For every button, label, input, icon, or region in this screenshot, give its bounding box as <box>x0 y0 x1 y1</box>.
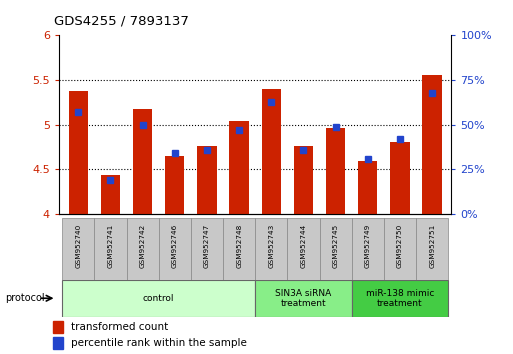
Text: GSM952750: GSM952750 <box>397 223 403 268</box>
Bar <box>94 218 127 280</box>
Bar <box>62 280 255 317</box>
Bar <box>53 337 63 349</box>
Text: protocol: protocol <box>5 293 45 303</box>
Bar <box>384 218 416 280</box>
Bar <box>320 218 352 280</box>
Text: GSM952748: GSM952748 <box>236 223 242 268</box>
Bar <box>255 218 287 280</box>
Bar <box>255 280 352 317</box>
Bar <box>165 156 185 214</box>
Bar <box>53 321 63 333</box>
Bar <box>287 218 320 280</box>
Bar <box>358 161 378 214</box>
Text: GSM952751: GSM952751 <box>429 223 435 268</box>
Text: GSM952741: GSM952741 <box>107 223 113 268</box>
Text: GSM952745: GSM952745 <box>332 223 339 268</box>
Text: control: control <box>143 294 174 303</box>
Bar <box>133 109 152 214</box>
Bar <box>390 142 409 214</box>
Bar <box>191 218 223 280</box>
Text: GDS4255 / 7893137: GDS4255 / 7893137 <box>54 14 189 27</box>
Text: transformed count: transformed count <box>71 322 168 332</box>
Bar <box>262 89 281 214</box>
Bar <box>159 218 191 280</box>
Bar <box>101 175 120 214</box>
Text: GSM952740: GSM952740 <box>75 223 81 268</box>
Bar <box>294 146 313 214</box>
Text: GSM952742: GSM952742 <box>140 223 146 268</box>
Text: GSM952747: GSM952747 <box>204 223 210 268</box>
Bar <box>229 121 249 214</box>
Text: SIN3A siRNA
treatment: SIN3A siRNA treatment <box>275 289 331 308</box>
Bar <box>127 218 159 280</box>
Text: GSM952746: GSM952746 <box>172 223 178 268</box>
Text: GSM952744: GSM952744 <box>301 223 306 268</box>
Text: GSM952743: GSM952743 <box>268 223 274 268</box>
Bar <box>223 218 255 280</box>
Bar <box>62 218 94 280</box>
Bar <box>423 75 442 214</box>
Bar <box>326 129 345 214</box>
Text: percentile rank within the sample: percentile rank within the sample <box>71 338 247 348</box>
Bar <box>352 218 384 280</box>
Text: GSM952749: GSM952749 <box>365 223 371 268</box>
Bar <box>198 146 216 214</box>
Bar <box>352 280 448 317</box>
Bar <box>69 91 88 214</box>
Bar <box>416 218 448 280</box>
Text: miR-138 mimic
treatment: miR-138 mimic treatment <box>366 289 434 308</box>
